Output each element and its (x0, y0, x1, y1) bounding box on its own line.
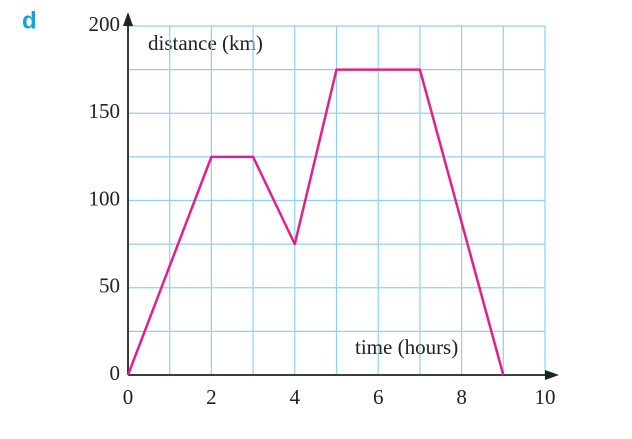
y-tick-label: 150 (89, 99, 121, 123)
y-tick-label: 0 (110, 361, 121, 385)
x-tick-label: 2 (206, 385, 217, 409)
y-tick-label: 50 (99, 274, 120, 298)
x-axis-label: time (hours) (355, 335, 458, 359)
line (126, 68, 505, 376)
y-axis-label: distance (km) (148, 31, 263, 55)
panel-label: d (22, 7, 37, 34)
y-tick-label: 200 (89, 12, 121, 36)
x-tick-label: 10 (535, 385, 556, 409)
x-tick-label: 8 (456, 385, 467, 409)
x-tick-label: 4 (290, 385, 301, 409)
x-tick-label: 0 (123, 385, 134, 409)
x-tick-label: 6 (373, 385, 384, 409)
y-axis-arrow (123, 12, 133, 26)
x-axis-arrow (545, 370, 559, 380)
y-tick-label: 100 (89, 186, 121, 210)
